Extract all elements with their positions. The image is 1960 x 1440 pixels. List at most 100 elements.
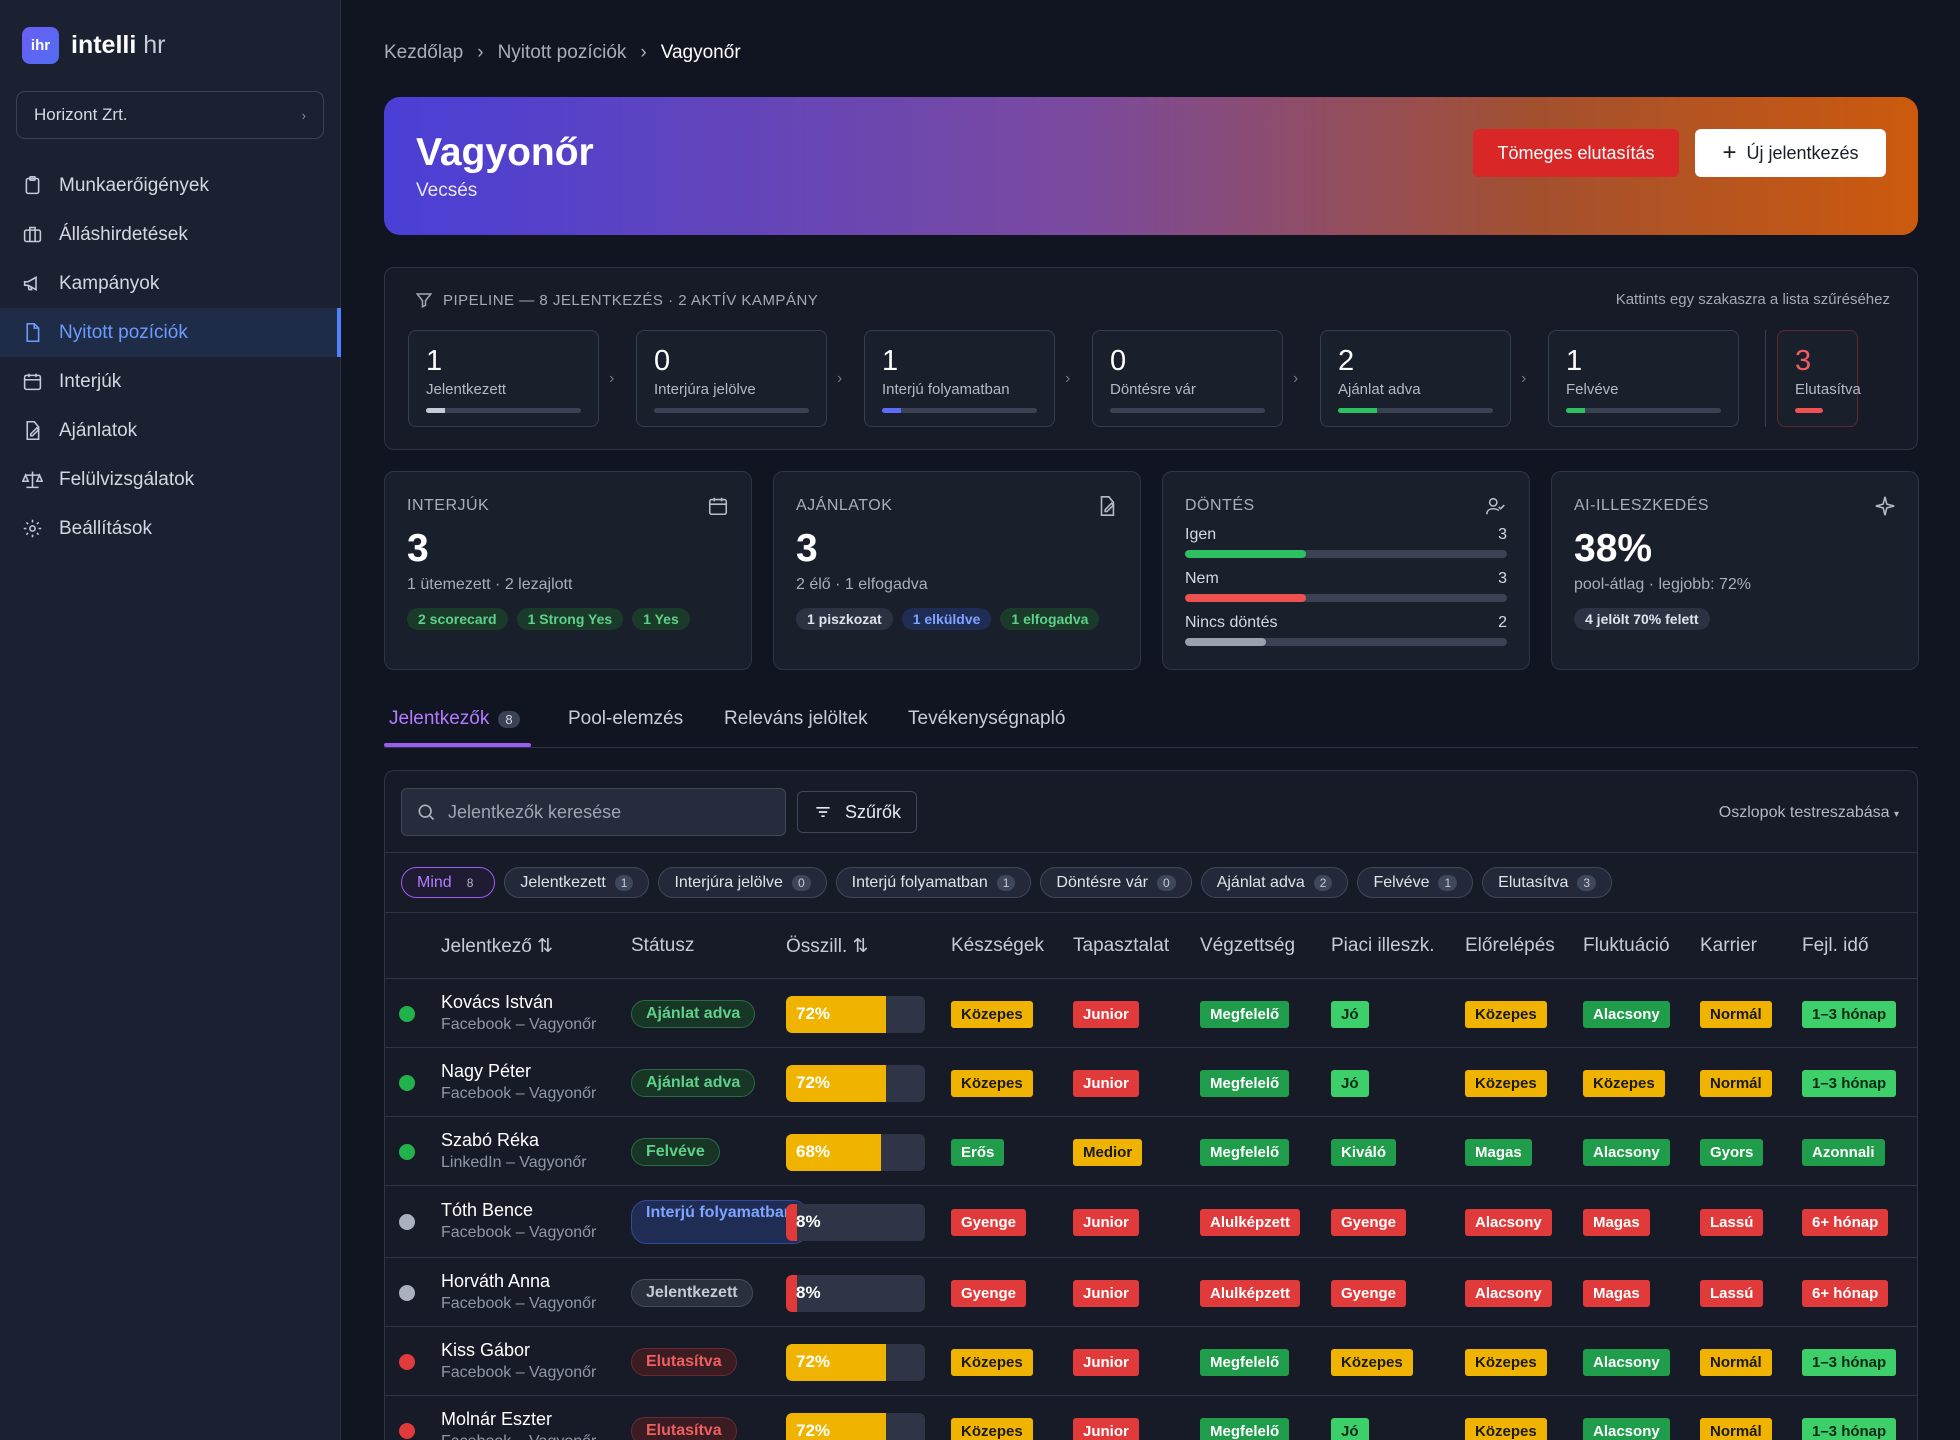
fit-score-fill (786, 1204, 798, 1241)
table-row[interactable]: Horváth Anna Facebook – Vagyonőr Jelentkez… (385, 1257, 1917, 1326)
filter-chip-6[interactable]: Ajánlat adva 2 (1200, 867, 1349, 898)
chevron-right-icon: › (1293, 370, 1299, 387)
rating-tag: Junior (1073, 1069, 1139, 1097)
sidebar-item-interjúk[interactable]: Interjúk (0, 357, 341, 406)
column-header[interactable]: Jelentkező ⇅ (441, 936, 554, 957)
filter-chip-7[interactable]: Felvéve 1 (1357, 867, 1474, 898)
filter-chip-2[interactable]: Jelentkezett 1 (504, 867, 650, 898)
stage-count: 0 (654, 345, 671, 377)
strong-yes-pill: 1 Strong Yes (516, 608, 624, 630)
stage-count: 0 (1110, 345, 1127, 377)
column-header: Fluktuáció (1583, 935, 1670, 956)
fit-score-bar: 72% (786, 1064, 925, 1102)
rating-tag: Közepes (951, 1000, 1033, 1028)
applicant-name[interactable]: Molnár Eszter (441, 1408, 553, 1429)
stage-progress-fill (426, 408, 446, 413)
table-row[interactable]: Kovács István Facebook – Vagyonőr Ajánlat … (385, 978, 1917, 1047)
stage-progress-fill (1566, 408, 1586, 413)
decision-label: Nincs döntés (1185, 614, 1278, 631)
filter-chip-5[interactable]: Döntésre vár 0 (1040, 867, 1192, 898)
bulk-reject-button[interactable]: Tömeges elutasítás (1473, 129, 1679, 177)
table-row[interactable]: Molnár Eszter Facebook – Vagyonőr Elutasít… (385, 1395, 1917, 1440)
filter-chip-8[interactable]: Elutasítva 3 (1482, 867, 1613, 898)
sidebar-item-munkaerőigények[interactable]: Munkaerőigények (0, 161, 341, 210)
card-title: AJÁNLATOK (796, 497, 893, 514)
rating-tag: Közepes (1465, 1000, 1547, 1028)
pipeline-stage-4[interactable]: 0 Döntésre vár (1092, 330, 1283, 427)
tab-applicants[interactable]: Jelentkezők 8 (389, 708, 520, 730)
position-location: Vecsés (416, 180, 478, 201)
decision-card[interactable]: DÖNTÉS Igen 3 Nem 3 Nincs döntés 2 (1162, 471, 1530, 670)
filter-chip-1[interactable]: Mind 8 (401, 867, 496, 898)
column-header: Tapasztalat (1073, 935, 1170, 956)
chevron-right-icon: › (1521, 370, 1527, 387)
sidebar-item-beállítások[interactable]: Beállítások (0, 504, 341, 553)
stage-progress-track (1338, 408, 1493, 413)
table-row[interactable]: Tóth Bence Facebook – Vagyonőr Interjú fol… (385, 1185, 1917, 1257)
megaphone-icon (23, 276, 37, 291)
applicant-name[interactable]: Szabó Réka (441, 1129, 540, 1150)
tab-activity-log[interactable]: Tevékenységnapló (908, 708, 1066, 729)
search-box[interactable] (401, 788, 786, 836)
interviews-card[interactable]: INTERJÚK 3 1 ütemezett · 2 lezajlott 2 s… (384, 471, 752, 670)
sidebar-item-álláshirdetések[interactable]: Álláshirdetések (0, 210, 341, 259)
applicants-table: Szűrők Oszlopok testreszabása ▾ Mind 8 Jel… (384, 770, 1918, 1440)
above-70-pill: 4 jelölt 70% felett (1574, 608, 1710, 630)
gear-icon (23, 519, 42, 538)
applicant-source: Facebook – Vagyonőr (441, 1433, 596, 1440)
pipeline-stage-7[interactable]: 3 Elutasítva (1777, 330, 1861, 427)
sidebar-item-ajánlatok[interactable]: Ajánlatok (0, 406, 341, 455)
logo[interactable]: ihr intelli hr (22, 27, 165, 64)
table-row[interactable]: Nagy Péter Facebook – Vagyonőr Ajánlat adv… (385, 1047, 1917, 1116)
filter-chip-3[interactable]: Interjúra jelölve 0 (658, 867, 827, 898)
tab-relevant-candidates[interactable]: Releváns jelöltek (724, 708, 868, 729)
pipeline-hint: Kattints egy szakaszra a lista szűréséhe… (1615, 291, 1890, 308)
rating-tag: Azonnali (1802, 1138, 1885, 1166)
position-header: Vagyonőr Vecsés Tömeges elutasítás + Új j… (384, 97, 1918, 235)
stage-label: Felvéve (1566, 381, 1619, 398)
sidebar-item-nyitott-pozíciók[interactable]: Nyitott pozíciók (0, 308, 341, 357)
pipeline-stage-2[interactable]: 0 Interjúra jelölve (636, 330, 827, 427)
applicant-name[interactable]: Tóth Bence (441, 1200, 534, 1220)
applicant-name[interactable]: Kiss Gábor (441, 1339, 531, 1360)
column-header[interactable]: Összill. ⇅ (786, 936, 869, 957)
table-row[interactable]: Kiss Gábor Facebook – Vagyonőr Elutasítva 7… (385, 1326, 1917, 1395)
tab-count: 8 (498, 710, 520, 728)
crumb-separator: › (477, 42, 484, 63)
applicant-name[interactable]: Nagy Péter (441, 1060, 532, 1081)
pipeline-stage-6[interactable]: 1 Felvéve (1548, 330, 1739, 427)
filters-button[interactable]: Szűrők (797, 791, 917, 833)
org-selector[interactable]: Horizont Zrt. › (16, 91, 324, 139)
rating-tag: Normál (1700, 1348, 1772, 1376)
pipeline-stage-5[interactable]: 2 Ajánlat adva (1320, 330, 1511, 427)
offers-card[interactable]: AJÁNLATOK 3 2 élő · 1 elfogadva 1 piszko… (773, 471, 1141, 670)
stage-label: Döntésre vár (1110, 381, 1196, 398)
sidebar-item-felülvizsgálatok[interactable]: Felülvizsgálatok (0, 455, 341, 504)
status-dot (399, 1143, 415, 1160)
customize-columns-button[interactable]: Oszlopok testreszabása ▾ (1718, 804, 1899, 821)
pipeline-stage-3[interactable]: 1 Interjú folyamatban (864, 330, 1055, 427)
filter-chip-4[interactable]: Interjú folyamatban 1 (835, 867, 1032, 898)
status-badge: Jelentkezett (631, 1278, 753, 1307)
tab-pool-analysis[interactable]: Pool-elemzés (568, 708, 684, 729)
applicant-name[interactable]: Horváth Anna (441, 1270, 551, 1291)
pipeline-heading: PIPELINE — 8 JELENTKEZÉS · 2 AKTÍV KAMPÁ… (415, 291, 818, 309)
card-subtitle: 2 élő · 1 elfogadva (796, 576, 928, 593)
chip-count: 0 (1157, 874, 1176, 891)
rating-tag: 1–3 hónap (1802, 1000, 1897, 1028)
sidebar-item-kampányok[interactable]: Kampányok (0, 259, 341, 308)
search-input[interactable] (448, 801, 768, 823)
status-badge: Ajánlat adva (631, 999, 756, 1028)
crumb-open-positions[interactable]: Nyitott pozíciók (497, 42, 627, 63)
card-value: 3 (407, 527, 429, 570)
crumb-home[interactable]: Kezdőlap (384, 42, 464, 63)
rating-tag: Közepes (1583, 1069, 1665, 1097)
ai-fit-card[interactable]: AI-ILLESZKEDÉS 38% pool-átlag · legjobb:… (1551, 471, 1919, 670)
new-application-button[interactable]: + Új jelentkezés (1695, 129, 1886, 177)
status-dot (399, 1284, 415, 1301)
stage-label: Interjúra jelölve (654, 381, 756, 398)
table-row[interactable]: Szabó Réka LinkedIn – Vagyonőr Felvéve 68% E… (385, 1116, 1917, 1185)
applicant-name[interactable]: Kovács István (441, 991, 554, 1012)
fit-score-bar: 72% (786, 995, 925, 1033)
pipeline-stage-1[interactable]: 1 Jelentkezett (408, 330, 599, 427)
